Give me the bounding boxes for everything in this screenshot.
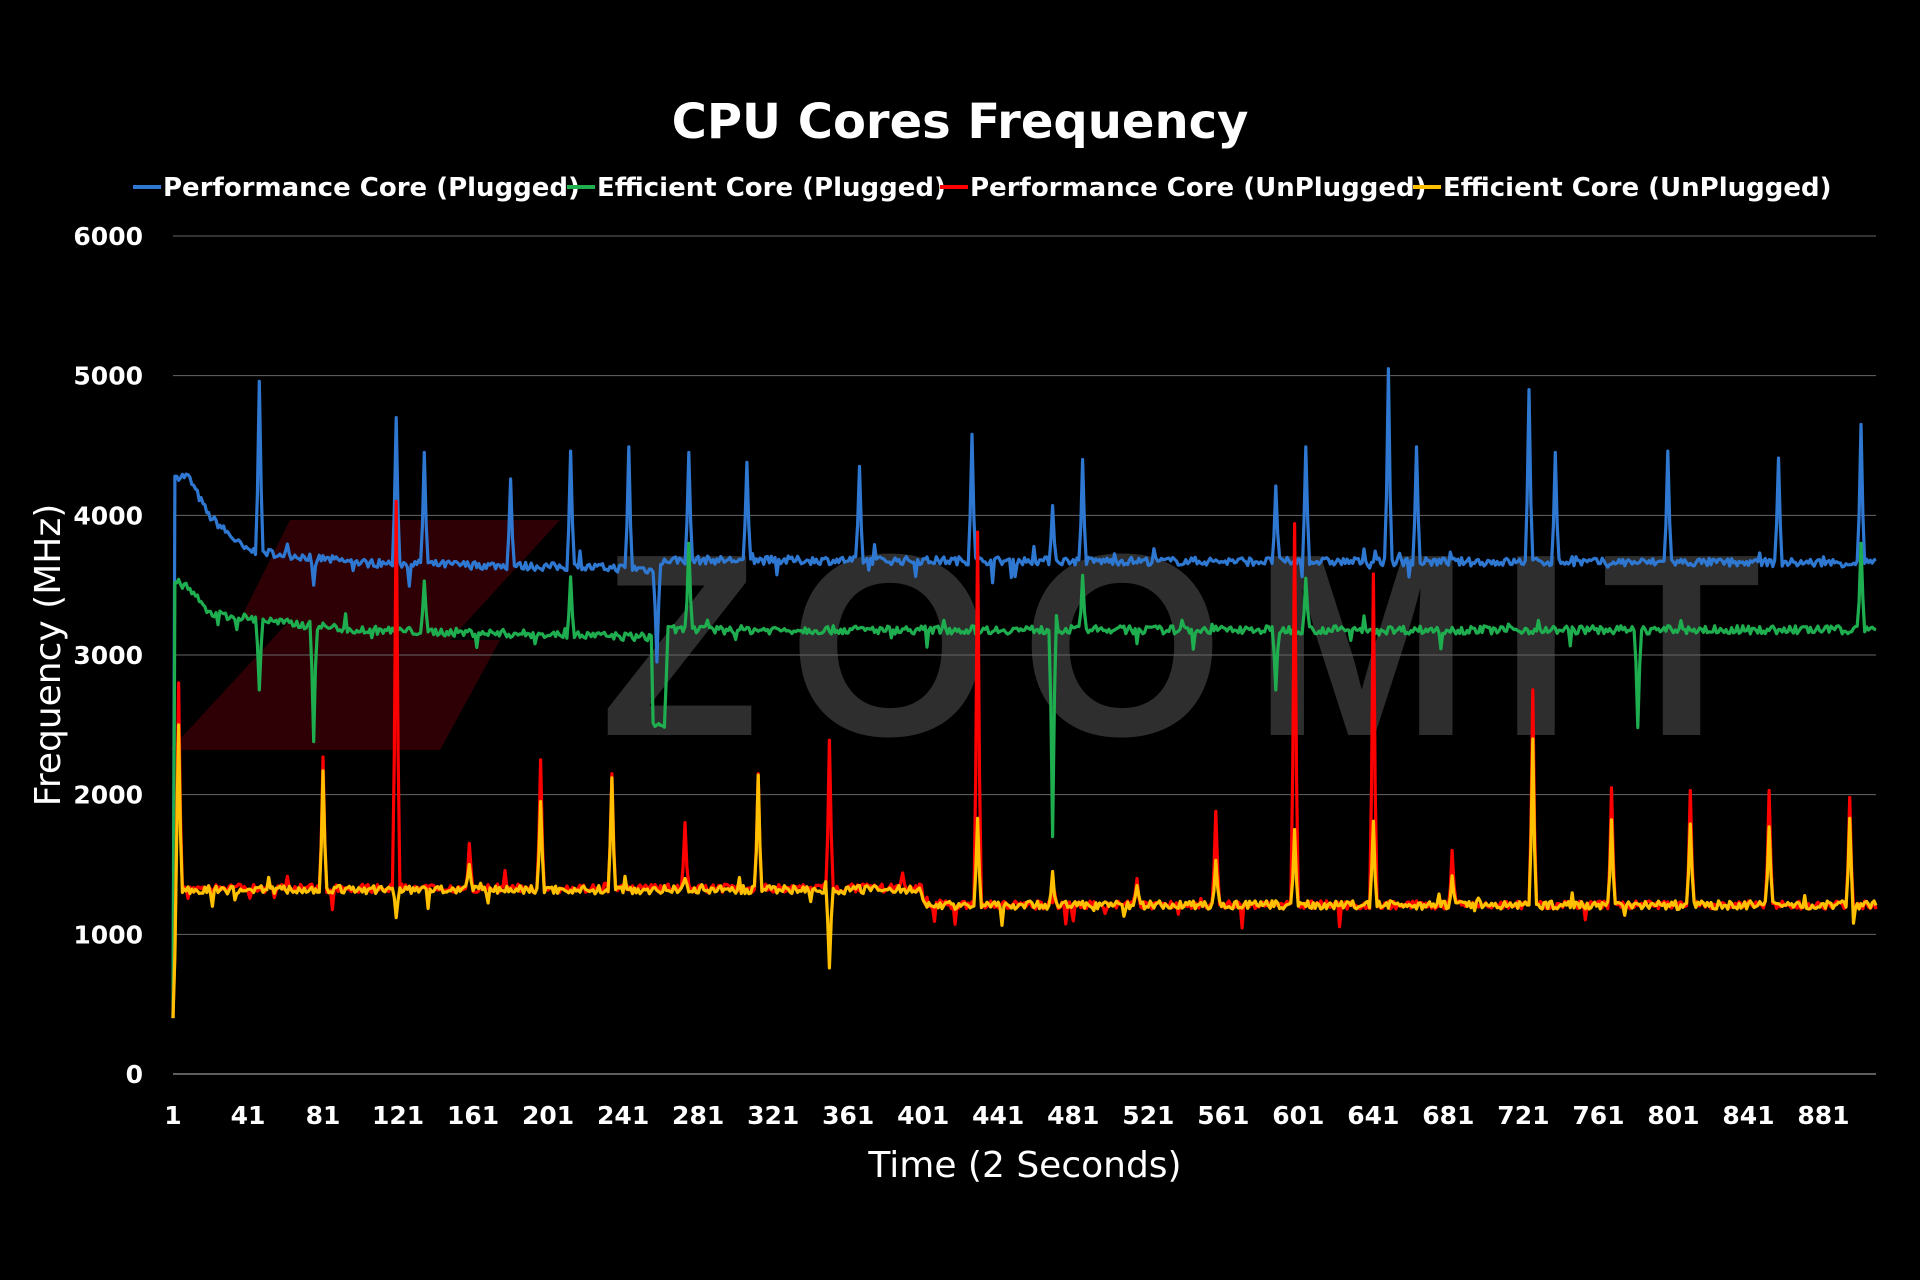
x-tick-label: 721	[1497, 1101, 1549, 1130]
x-tick-label: 161	[447, 1101, 499, 1130]
x-tick-label: 1	[164, 1101, 181, 1130]
x-tick-label: 81	[306, 1101, 341, 1130]
series-line-4	[171, 723, 1878, 1019]
x-tick-label: 761	[1572, 1101, 1624, 1130]
x-tick-label: 801	[1647, 1101, 1699, 1130]
x-tick-label: 441	[972, 1101, 1024, 1130]
x-tick-label: 881	[1797, 1101, 1849, 1130]
legend-entry: Performance Core (UnPlugged)	[970, 173, 1427, 203]
y-tick-label: 3000	[73, 641, 143, 670]
y-axis-label: Frequency (MHz)	[28, 504, 69, 807]
chart-title: CPU Cores Frequency	[672, 94, 1249, 150]
legend-entry: Efficient Core (UnPlugged)	[1443, 173, 1832, 203]
series-line-2	[171, 541, 1877, 1019]
x-tick-label: 841	[1722, 1101, 1774, 1130]
x-tick-label: 521	[1122, 1101, 1174, 1130]
x-tick-label: 321	[747, 1101, 799, 1130]
x-tick-label: 281	[672, 1101, 724, 1130]
y-tick-label: 4000	[73, 501, 143, 530]
watermark-logo	[170, 520, 560, 750]
x-tick-label: 41	[231, 1101, 266, 1130]
x-tick-label: 561	[1197, 1101, 1249, 1130]
watermark: ZOOMIT	[170, 501, 1791, 791]
x-tick-label: 401	[897, 1101, 949, 1130]
watermark-text: ZOOMIT	[600, 501, 1791, 791]
x-axis-label: Time (2 Seconds)	[867, 1145, 1181, 1186]
x-tick-label: 641	[1347, 1101, 1399, 1130]
y-tick-label: 5000	[73, 362, 143, 391]
y-tick-label: 1000	[73, 920, 143, 949]
x-tick-label: 241	[597, 1101, 649, 1130]
series-line-1	[171, 367, 1877, 1019]
x-tick-label: 481	[1047, 1101, 1099, 1130]
y-tick-label: 6000	[73, 222, 143, 251]
x-tick-label: 201	[522, 1101, 574, 1130]
x-tick-label: 121	[372, 1101, 424, 1130]
x-tick-label: 601	[1272, 1101, 1324, 1130]
x-tick-label: 361	[822, 1101, 874, 1130]
y-tick-label: 2000	[73, 781, 143, 810]
y-tick-label: 0	[126, 1060, 143, 1089]
legend-entry: Efficient Core (Plugged)	[597, 173, 946, 203]
legend-entry: Performance Core (Plugged)	[163, 173, 580, 203]
legend: Performance Core (Plugged) Efficient Core…	[133, 173, 1832, 203]
x-tick-label: 681	[1422, 1101, 1474, 1130]
